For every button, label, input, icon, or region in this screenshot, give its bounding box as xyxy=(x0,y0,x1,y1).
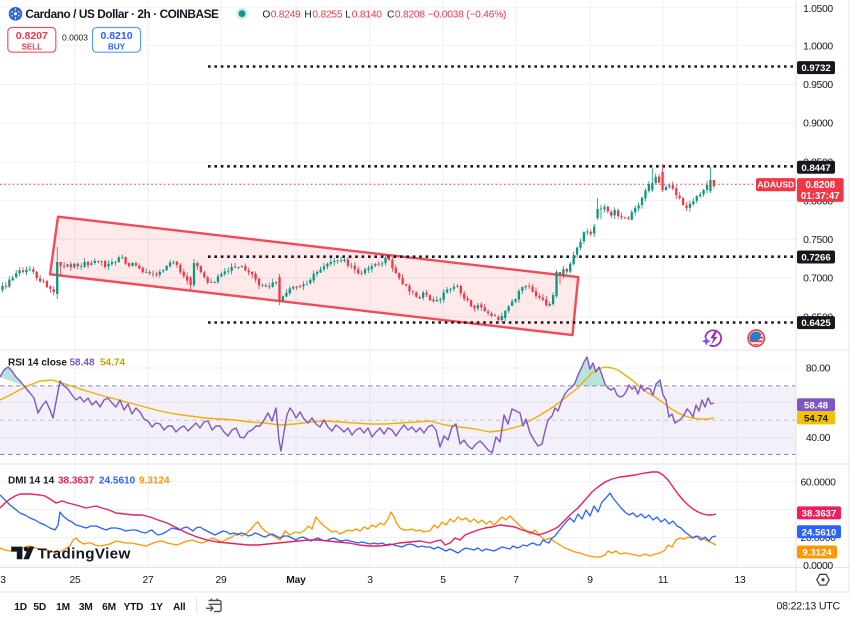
svg-text:13: 13 xyxy=(734,575,746,586)
svg-text:24.5610: 24.5610 xyxy=(99,475,136,486)
svg-text:01:37:47: 01:37:47 xyxy=(801,191,840,202)
svg-text:ADAUSD: ADAUSD xyxy=(757,180,794,190)
svg-text:0.8208: 0.8208 xyxy=(395,10,425,21)
svg-text:May: May xyxy=(286,575,306,586)
svg-text:5D: 5D xyxy=(33,602,46,613)
svg-text:20.0000: 20.0000 xyxy=(800,533,836,544)
svg-text:BUY: BUY xyxy=(108,42,126,51)
svg-text:0.8255: 0.8255 xyxy=(312,10,342,21)
svg-text:1.0500: 1.0500 xyxy=(803,4,833,15)
svg-text:54.74: 54.74 xyxy=(804,413,829,424)
svg-text:6M: 6M xyxy=(102,602,116,613)
svg-text:0.9500: 0.9500 xyxy=(803,80,833,91)
svg-text:0.6425: 0.6425 xyxy=(801,318,831,329)
svg-text:3: 3 xyxy=(367,575,373,586)
svg-text:54.74: 54.74 xyxy=(100,358,125,369)
svg-text:7: 7 xyxy=(513,575,519,586)
svg-text:−0.0038 (−0.46%): −0.0038 (−0.46%) xyxy=(428,10,506,21)
svg-text:TradingView: TradingView xyxy=(38,546,131,563)
svg-text:3: 3 xyxy=(0,575,6,586)
svg-text:1Y: 1Y xyxy=(151,602,163,613)
svg-text:C: C xyxy=(387,10,394,21)
svg-text:3M: 3M xyxy=(79,602,93,613)
svg-text:YTD: YTD xyxy=(124,602,144,613)
svg-text:1M: 1M xyxy=(56,602,70,613)
svg-text:O: O xyxy=(262,10,270,21)
svg-text:5: 5 xyxy=(440,575,446,586)
svg-text:9: 9 xyxy=(587,575,593,586)
svg-text:38.3637: 38.3637 xyxy=(58,475,95,486)
svg-text:0.8207: 0.8207 xyxy=(16,30,48,42)
svg-text:0.8210: 0.8210 xyxy=(100,30,132,42)
svg-text:1D: 1D xyxy=(14,602,27,613)
svg-text:58.48: 58.48 xyxy=(70,358,95,369)
svg-text:40.00: 40.00 xyxy=(806,433,831,444)
svg-text:0.0000: 0.0000 xyxy=(803,561,833,572)
svg-text:All: All xyxy=(173,602,186,613)
svg-text:9.3124: 9.3124 xyxy=(139,475,170,486)
svg-text:0.8447: 0.8447 xyxy=(801,163,830,174)
svg-text:80.00: 80.00 xyxy=(806,364,831,375)
svg-text:SELL: SELL xyxy=(22,42,43,51)
svg-text:Cardano / US Dollar · 2h · COI: Cardano / US Dollar · 2h · COINBASE xyxy=(25,7,219,21)
svg-text:0.7500: 0.7500 xyxy=(803,235,833,246)
svg-text:60.0000: 60.0000 xyxy=(800,477,836,488)
svg-text:25: 25 xyxy=(69,575,81,586)
svg-text:24.5610: 24.5610 xyxy=(802,527,837,538)
svg-text:29: 29 xyxy=(215,575,227,586)
svg-text:9.3124: 9.3124 xyxy=(802,548,832,559)
svg-text:0.9732: 0.9732 xyxy=(801,63,830,74)
svg-text:11: 11 xyxy=(658,575,669,586)
svg-text:38.3637: 38.3637 xyxy=(802,508,837,519)
svg-text:58.48: 58.48 xyxy=(804,400,829,411)
svg-text:H: H xyxy=(304,10,311,21)
svg-text:0.0003: 0.0003 xyxy=(62,33,88,43)
svg-text:0.7266: 0.7266 xyxy=(801,253,830,264)
svg-text:0.7000: 0.7000 xyxy=(803,274,833,285)
svg-text:0.9000: 0.9000 xyxy=(803,119,833,130)
svg-text:08:22:13 UTC: 08:22:13 UTC xyxy=(776,600,840,612)
svg-text:0.8140: 0.8140 xyxy=(352,10,382,21)
svg-text:L: L xyxy=(345,10,351,21)
svg-text:RSI 14 close: RSI 14 close xyxy=(8,358,67,369)
svg-text:27: 27 xyxy=(142,575,154,586)
svg-text:0.8208: 0.8208 xyxy=(805,180,835,191)
svg-text:1.0000: 1.0000 xyxy=(803,42,833,53)
svg-text:0.8249: 0.8249 xyxy=(271,10,301,21)
svg-text:DMI 14 14: DMI 14 14 xyxy=(8,475,55,486)
